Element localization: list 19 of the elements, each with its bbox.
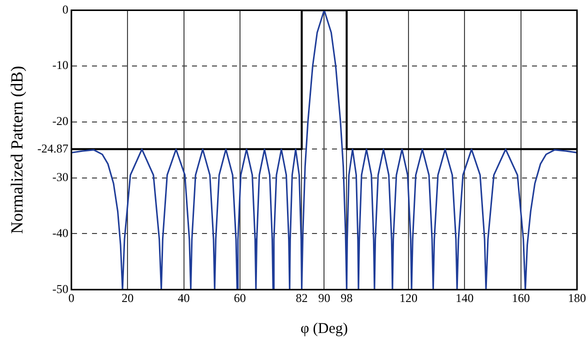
x-tick-label: 180	[568, 290, 586, 305]
y-tick-label: -50	[52, 282, 68, 296]
x-tick-label: 82	[296, 290, 308, 305]
x-tick-label: 160	[512, 290, 530, 305]
y-tick-label: -30	[52, 170, 68, 184]
y-tick-label: -10	[52, 58, 68, 72]
x-tick-label: 98	[340, 290, 353, 305]
y-tick-label: -24.87	[37, 141, 68, 156]
x-tick-label: 140	[456, 290, 474, 305]
x-tick-label: 120	[399, 290, 418, 305]
y-axis-title: Normalized Pattern (dB)	[8, 66, 27, 234]
x-axis-title: φ (Deg)	[300, 320, 348, 337]
x-tick-label: 20	[122, 290, 134, 305]
x-tick-label: 90	[318, 290, 330, 305]
x-tick-label: 60	[234, 290, 246, 305]
y-tick-label: -40	[52, 226, 68, 240]
y-tick-label: 0	[62, 2, 68, 16]
x-tick-label: 40	[178, 290, 190, 305]
y-tick-label: -20	[52, 114, 68, 128]
